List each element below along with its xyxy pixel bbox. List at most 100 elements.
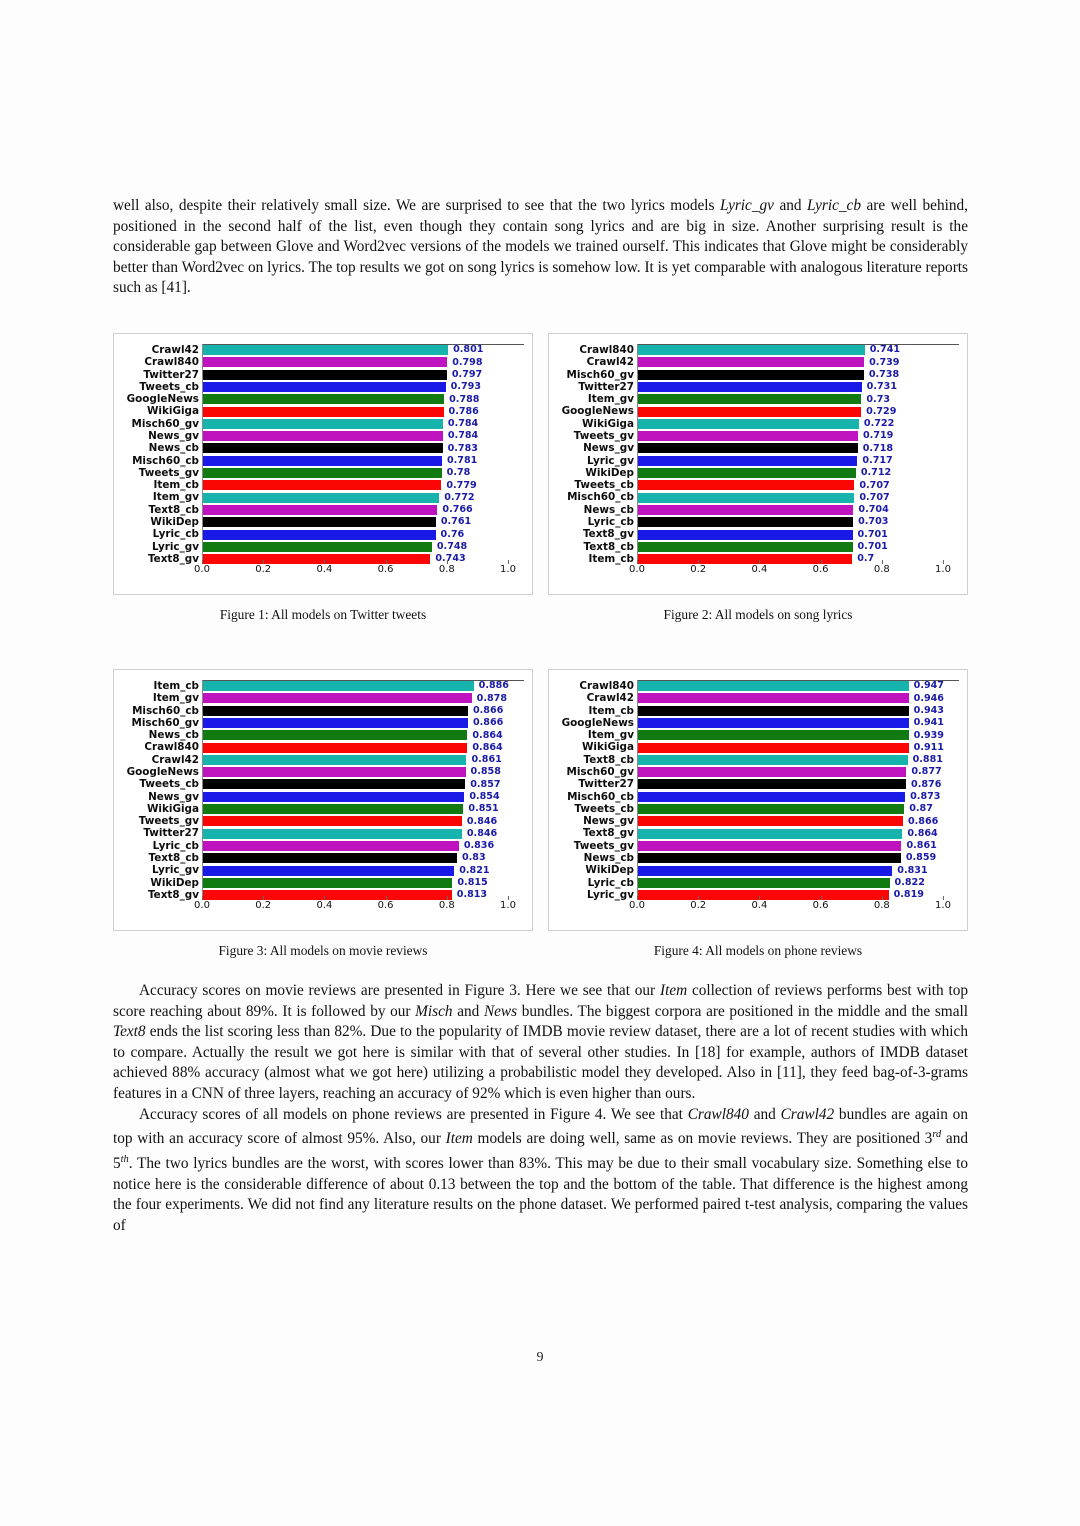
bar-row: News_cb 0.704 xyxy=(584,504,944,516)
x-tick-mark xyxy=(820,559,822,564)
x-tick-mark xyxy=(943,895,944,900)
figure-3-cell: Item_cb 0.886 Item_gv 0.878 Misch60_cb 0.866 M… xyxy=(113,668,533,959)
figure-4-caption: Figure 4: All models on phone reviews xyxy=(653,942,863,958)
figure-row-bottom: Item_cb 0.886 Item_gv 0.878 Misch60_cb 0.866 M… xyxy=(113,668,968,959)
bar-row: Crawl42 0.801 xyxy=(152,344,509,356)
bar-value-label: 0.73 xyxy=(866,393,891,405)
bar-value-label: 0.781 xyxy=(446,454,478,466)
bar-category-label: Misch60_gv xyxy=(131,417,199,430)
bar-row: Crawl840 0.741 xyxy=(579,344,944,356)
bar-row: Twitter27 0.876 xyxy=(578,778,944,790)
bar-value-label: 0.881 xyxy=(912,754,943,766)
bar xyxy=(638,791,906,802)
bar-row: Crawl840 0.798 xyxy=(144,356,509,368)
bar-value-label: 0.864 xyxy=(907,827,938,839)
bar-category-label: Item_gv xyxy=(587,729,634,742)
bar-row: Item_gv 0.939 xyxy=(588,729,944,741)
bar xyxy=(203,529,436,540)
bar-row: Tweets_cb 0.87 xyxy=(574,803,944,815)
bar-value-label: 0.717 xyxy=(862,454,893,466)
figure-3-chart: Item_cb 0.886 Item_gv 0.878 Misch60_cb 0.866 M… xyxy=(113,668,533,931)
bar-category-label: Lyric_cb xyxy=(587,876,634,889)
bar xyxy=(638,529,853,540)
bar xyxy=(203,382,446,392)
bar-value-label: 0.718 xyxy=(862,442,894,454)
bar xyxy=(203,541,432,552)
x-tick-label: 0.0 xyxy=(194,563,210,575)
x-tick-label: 0.6 xyxy=(812,899,829,911)
bar-category-label: GoogleNews xyxy=(126,393,199,406)
bar-value-label: 0.707 xyxy=(859,491,890,503)
bar-category-label: Tweets_cb xyxy=(139,778,199,791)
bar-value-label: 0.864 xyxy=(472,741,503,753)
bar-row: Twitter27 0.846 xyxy=(143,828,509,840)
figure-1-cell: Crawl42 0.801 Crawl840 0.798 Twitter27 0.797 T… xyxy=(113,332,533,623)
bar-value-label: 0.821 xyxy=(459,864,490,876)
x-tick-label: 0.4 xyxy=(316,899,333,911)
bar-row: Lyric_gv 0.717 xyxy=(587,454,944,467)
bar-row: Lyric_cb 0.822 xyxy=(588,877,944,889)
bar-category-label: News_cb xyxy=(148,442,199,455)
bar-category-label: Text8_gv xyxy=(147,552,199,565)
x-tick-label: 0.4 xyxy=(751,899,768,911)
bar xyxy=(638,890,889,901)
x-tick-label: 0.0 xyxy=(629,899,645,911)
bar-row: Misch60_gv 0.738 xyxy=(566,368,944,381)
figure-3-xaxis: 0.0 0.2 0.4 0.6 0.8 1.0 xyxy=(194,895,516,928)
bar-value-label: 0.7 xyxy=(857,553,875,565)
bar xyxy=(638,681,909,692)
bar-row: Text8_cb 0.701 xyxy=(584,541,944,553)
bar-value-label: 0.772 xyxy=(444,491,475,503)
bar-row: Tweets_cb 0.793 xyxy=(139,381,509,393)
x-tick-label: 1.0 xyxy=(500,899,516,911)
bar-value-label: 0.707 xyxy=(859,479,890,491)
bar-value-label: 0.783 xyxy=(447,442,478,454)
bar-value-label: 0.836 xyxy=(463,840,495,852)
bar xyxy=(203,369,447,380)
figure-1-xaxis: 0.0 0.2 0.4 0.6 0.8 1.0 xyxy=(194,559,516,592)
page-content: well also, despite their relatively smal… xyxy=(113,196,968,1236)
bar-value-label: 0.729 xyxy=(866,405,897,417)
bar xyxy=(203,693,472,704)
bar xyxy=(203,853,457,864)
bar-row: WikiDep 0.761 xyxy=(150,516,509,528)
bar-value-label: 0.866 xyxy=(472,704,504,716)
bar-category-label: Lyric_cb xyxy=(152,528,199,541)
bar-category-label: Text8_cb xyxy=(148,503,199,516)
bar-category-label: GoogleNews xyxy=(561,716,634,729)
bar-row: WikiDep 0.712 xyxy=(585,467,944,479)
bar-category-label: Lyric_cb xyxy=(587,516,634,529)
bar-row: News_gv 0.718 xyxy=(583,442,944,454)
x-tick-mark xyxy=(881,559,883,564)
bar-value-label: 0.738 xyxy=(868,368,900,380)
bar-row: News_cb 0.859 xyxy=(584,852,944,864)
x-tick-mark xyxy=(324,559,326,564)
bar-category-label: Misch60_cb xyxy=(132,454,199,467)
bar-row: Text8_gv 0.813 xyxy=(148,889,509,901)
bar xyxy=(203,840,459,851)
bar-value-label: 0.722 xyxy=(863,418,895,430)
figure-1-bars: Crawl42 0.801 Crawl840 0.798 Twitter27 0.797 T… xyxy=(127,344,509,564)
bar xyxy=(638,853,901,864)
bar-category-label: News_gv xyxy=(148,790,199,803)
bar-row: Item_cb 0.943 xyxy=(589,705,945,717)
bar-category-label: News_cb xyxy=(583,503,634,516)
bar-value-label: 0.779 xyxy=(446,479,477,491)
bar-value-label: 0.797 xyxy=(451,368,483,380)
bar xyxy=(638,418,859,429)
bar-value-label: 0.946 xyxy=(913,692,944,704)
bar-value-label: 0.857 xyxy=(470,778,501,790)
bar-value-label: 0.739 xyxy=(869,356,900,368)
bar-row: Misch60_cb 0.781 xyxy=(132,454,509,467)
x-tick-mark xyxy=(202,559,203,564)
figure-2-bars: Crawl840 0.741 Crawl42 0.739 Misch60_gv 0.738… xyxy=(562,344,944,565)
x-tick-label: 1.0 xyxy=(935,563,951,575)
bar-value-label: 0.784 xyxy=(447,430,479,442)
bar-category-label: Tweets_gv xyxy=(573,839,634,852)
bar-value-label: 0.78 xyxy=(446,467,471,479)
bar-value-label: 0.877 xyxy=(911,766,942,778)
bar xyxy=(638,382,862,392)
x-tick-label: 1.0 xyxy=(935,899,951,911)
bar-row: Lyric_cb 0.76 xyxy=(153,528,509,540)
bar xyxy=(203,681,474,692)
